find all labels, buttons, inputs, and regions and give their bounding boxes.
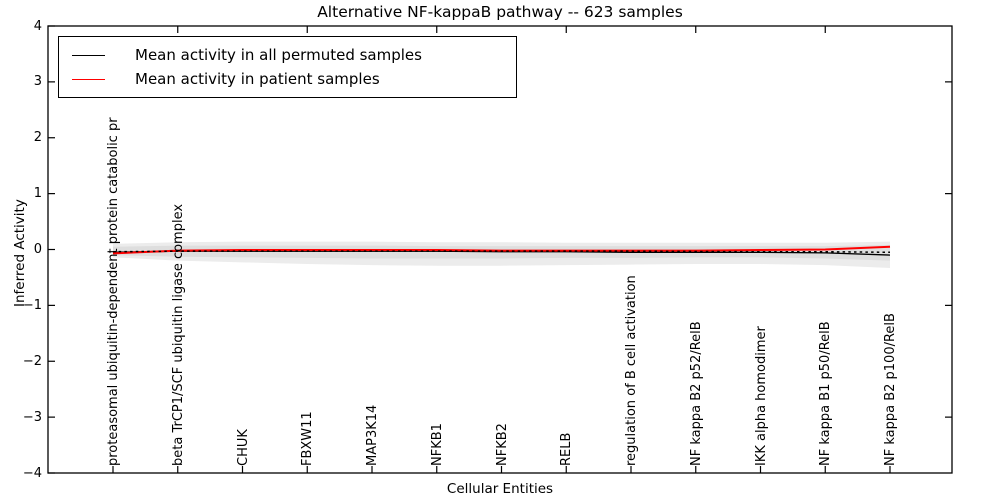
y-tick-label: 0 xyxy=(33,242,42,257)
x-category-label: beta TrCP1/SCF ubiquitin ligase complex xyxy=(170,203,186,466)
y-tick-label: −1 xyxy=(22,297,42,313)
legend-line-sample-red xyxy=(72,78,105,80)
x-category-label: CHUK xyxy=(235,429,251,466)
y-tick-label: −4 xyxy=(22,465,42,481)
legend-label: Mean activity in all permuted samples xyxy=(135,46,422,64)
x-category-label: NF kappa B2 p52/RelB xyxy=(688,321,704,466)
x-category-label: RELB xyxy=(559,432,575,466)
x-category-label: NF kappa B2 p100/RelB xyxy=(883,313,898,466)
x-category-label: IKK alpha homodimer xyxy=(753,326,769,466)
x-category-label: NF kappa B1 p50/RelB xyxy=(818,321,834,466)
y-tick-label: −3 xyxy=(22,409,42,425)
legend-item-permuted: Mean activity in all permuted samples xyxy=(72,46,516,64)
confidence-band xyxy=(113,245,890,261)
legend-item-patient: Mean activity in patient samples xyxy=(72,70,516,88)
y-tick-label: 1 xyxy=(33,186,42,202)
chart-title: Alternative NF-kappaB pathway -- 623 sam… xyxy=(317,3,683,21)
x-category-label: NFKB1 xyxy=(429,423,445,466)
x-category-label: FBXW11 xyxy=(300,411,316,466)
y-tick-label: 2 xyxy=(33,130,42,146)
x-category-label: NFKB2 xyxy=(494,423,510,466)
y-tick-label: −2 xyxy=(22,353,42,369)
x-axis-label: Cellular Entities xyxy=(446,481,554,497)
legend-line-sample-black xyxy=(72,54,105,56)
dotted-reference-line xyxy=(112,250,891,254)
x-category-label: proteasomal ubiquitin-dependent protein … xyxy=(106,117,121,466)
y-tick-label: 4 xyxy=(33,18,42,34)
x-category-label: MAP3K14 xyxy=(365,404,380,466)
y-tick-label: 3 xyxy=(33,74,42,90)
legend: Mean activity in all permuted samples Me… xyxy=(58,36,517,98)
x-category-label: regulation of B cell activation xyxy=(624,275,639,466)
legend-label: Mean activity in patient samples xyxy=(135,70,380,88)
